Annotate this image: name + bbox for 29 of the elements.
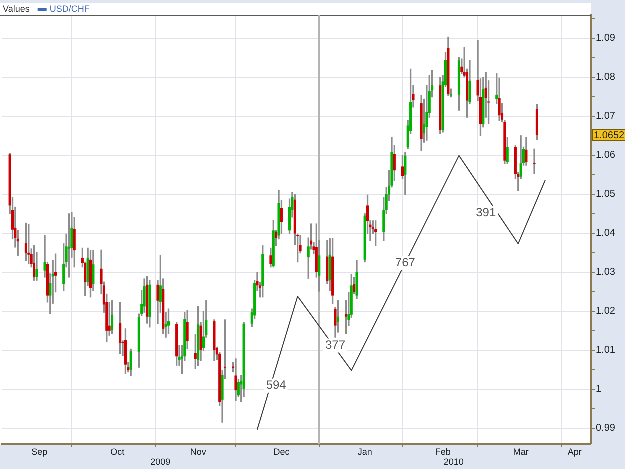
y-tick-label: 1.02 [596,306,616,318]
text: USD/CHF [50,4,90,14]
annotation: 594 [266,378,287,392]
y-tick-label: 1.06 [596,150,616,162]
y-tick-label: 1.03 [596,267,616,278]
x-tick-label: Jan [358,446,372,457]
legend-title: Values [3,4,30,14]
annotation: 377 [325,338,346,352]
y-tick-label: 1.05 [596,189,616,200]
x-tick-label: Feb [435,446,451,457]
x-tick-label: Oct [110,446,126,457]
x-tick-label: Apr [568,446,582,457]
y-tick-label: 1.01 [596,345,616,356]
y-tick-label: 0.99 [596,423,616,434]
annotation: 767 [395,256,416,270]
x2-tick-label: 2010 [444,456,464,467]
y-tick-label: 1.08 [596,72,616,84]
candlestick [533,148,536,174]
x-tick-label: Nov [190,446,207,457]
x-tick-label: Mar [513,446,529,457]
x-tick-label: Sep [32,446,48,457]
annotation: 391 [476,205,496,220]
x2-tick-label: 2009 [150,456,171,467]
y-tick-label: 1.07 [596,111,616,122]
y-tick-label: 1 [596,384,602,396]
y-tick-label: 1.09 [596,33,616,44]
annotation: 1.0652 [594,130,625,142]
x-tick-label: Dec [274,446,290,457]
y-tick-label: 1.04 [596,228,616,240]
